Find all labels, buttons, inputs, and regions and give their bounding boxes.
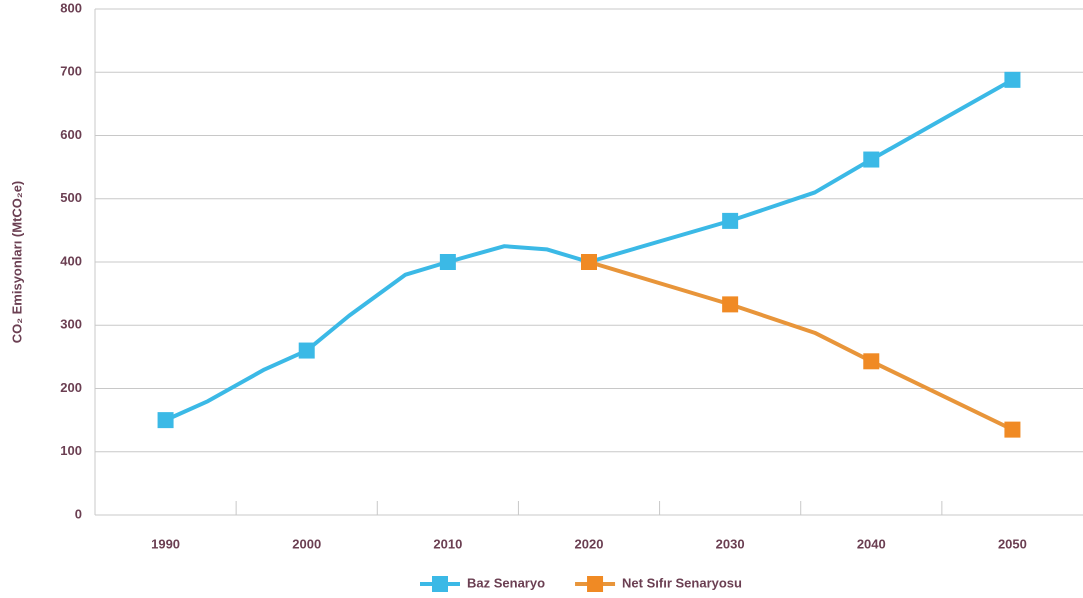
legend-label: Baz Senaryo xyxy=(467,575,545,590)
marker xyxy=(439,254,456,270)
x-tick-label: 2030 xyxy=(716,536,745,551)
y-tick-label: 200 xyxy=(60,380,82,395)
y-tick-label: 500 xyxy=(60,190,82,205)
x-tick-label: 1990 xyxy=(151,536,180,551)
marker xyxy=(298,342,315,359)
y-tick-label: 700 xyxy=(60,64,82,79)
marker xyxy=(722,296,739,313)
y-tick-label: 600 xyxy=(60,127,82,142)
legend-label: Net Sıfır Senaryosu xyxy=(622,575,742,590)
marker xyxy=(157,412,174,429)
marker xyxy=(863,151,880,168)
x-tick-label: 2000 xyxy=(292,536,321,551)
x-tick-label: 2050 xyxy=(998,536,1027,551)
y-axis-label: CO₂ Emisyonları (MtCO₂e) xyxy=(9,181,24,344)
marker xyxy=(863,353,880,370)
x-tick-label: 2040 xyxy=(857,536,886,551)
y-tick-label: 400 xyxy=(60,253,82,268)
marker xyxy=(1004,71,1021,88)
marker xyxy=(1004,421,1021,438)
y-tick-label: 0 xyxy=(75,506,82,521)
y-tick-label: 800 xyxy=(60,0,82,15)
series-line xyxy=(588,260,1014,432)
marker xyxy=(581,254,597,270)
legend-marker xyxy=(432,576,448,592)
x-tick-label: 2020 xyxy=(575,536,604,551)
y-tick-label: 300 xyxy=(60,317,82,332)
marker xyxy=(722,212,739,229)
x-tick-label: 2010 xyxy=(433,536,462,551)
y-tick-label: 100 xyxy=(60,443,82,458)
series-line xyxy=(164,78,1014,422)
legend-marker xyxy=(587,576,604,592)
